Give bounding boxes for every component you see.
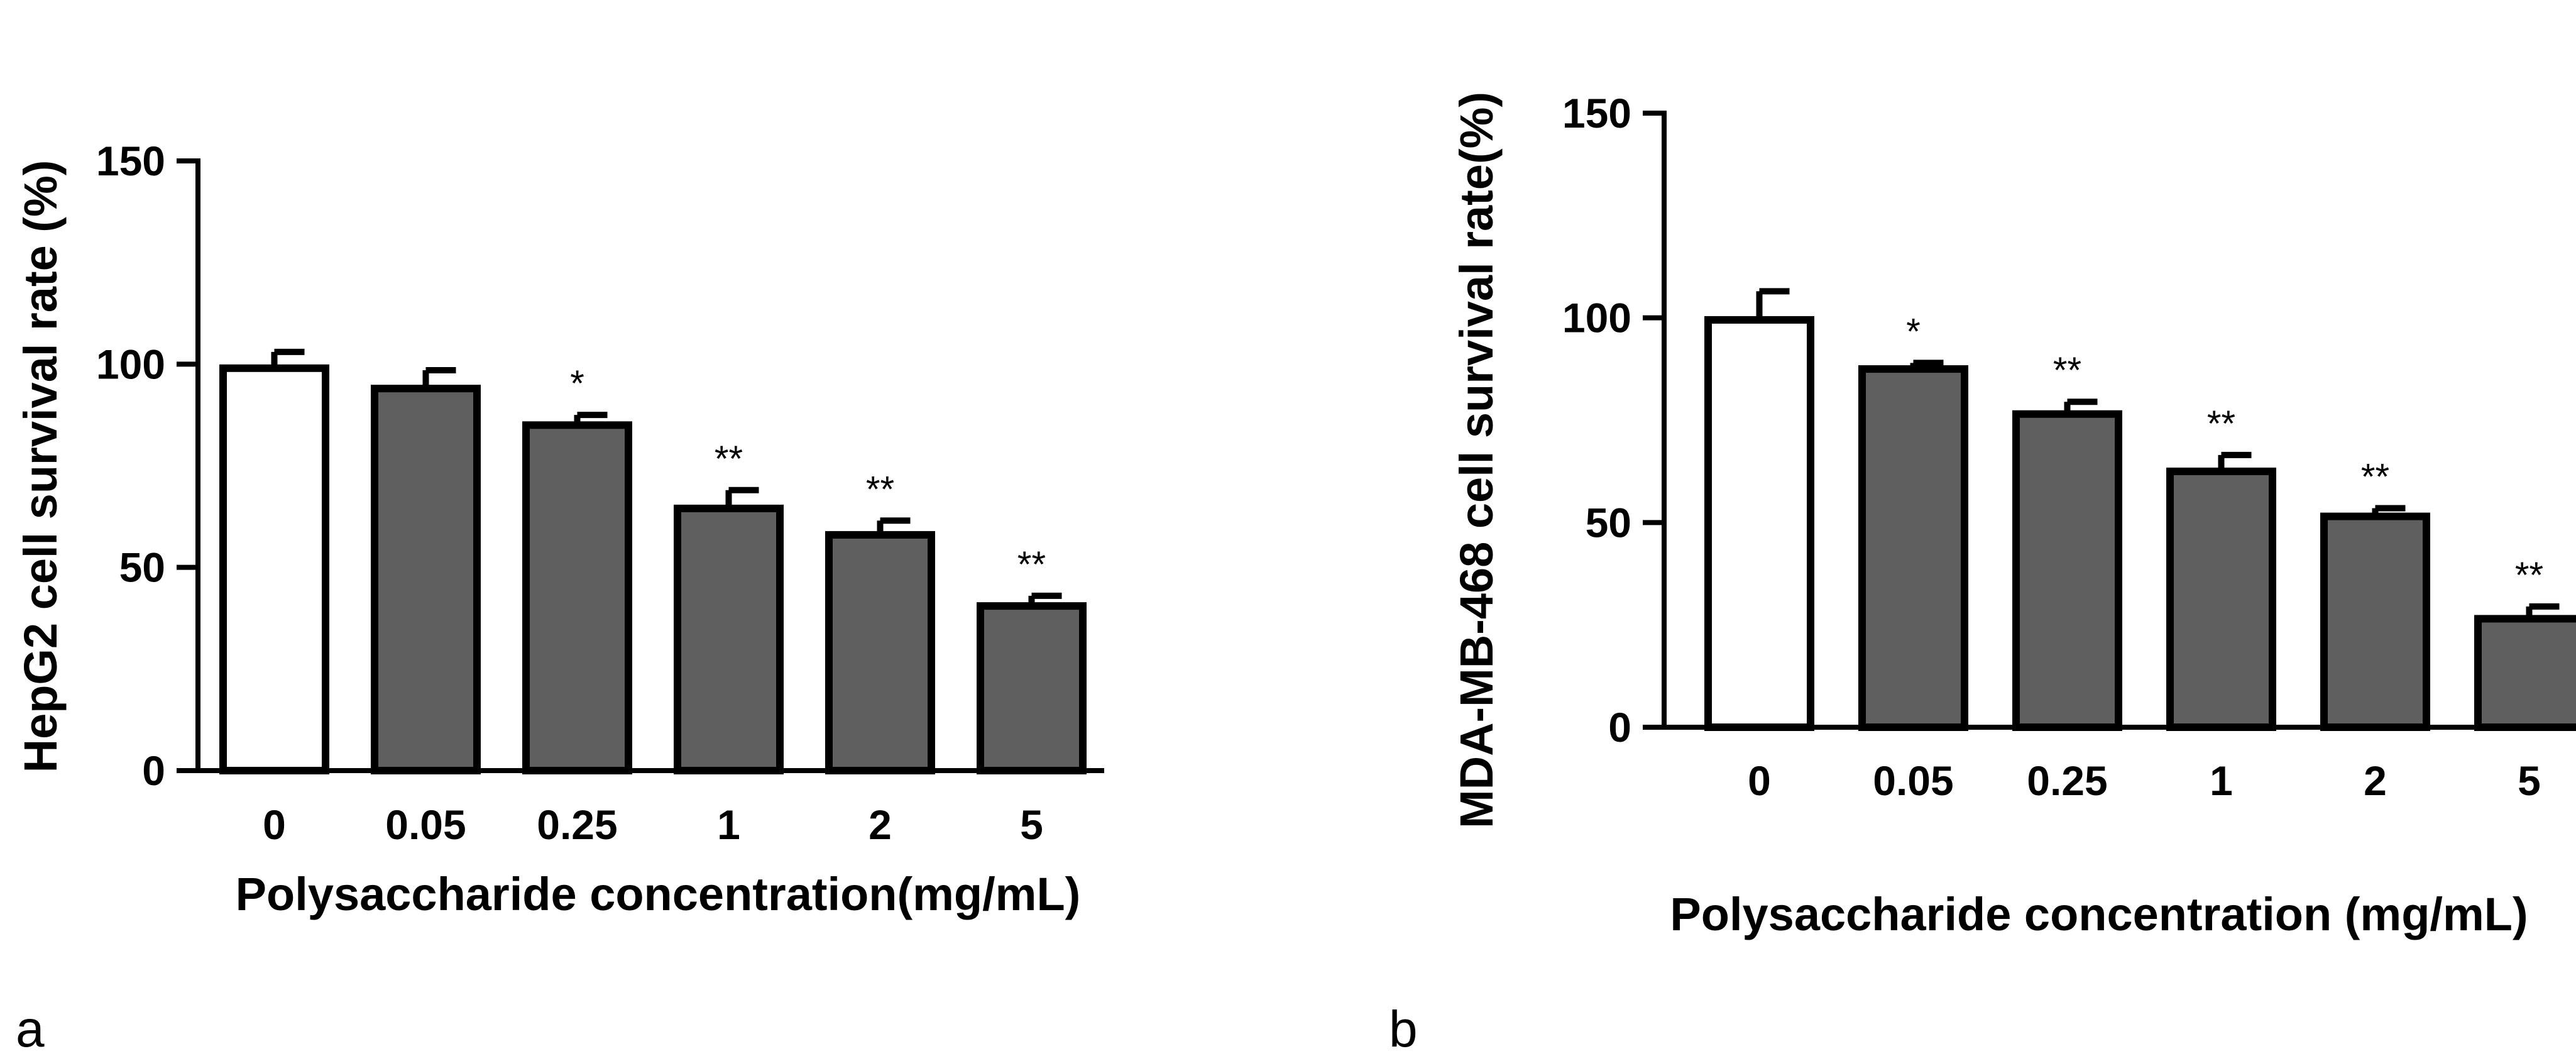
error-bar-2: [2372, 505, 2406, 517]
panel-label-b: b: [1389, 1001, 1418, 1058]
x-tick-label-5: 5: [1020, 801, 1043, 848]
error-bar-1: [2218, 451, 2252, 471]
bar-2: [825, 530, 935, 775]
bar-1: [2166, 467, 2276, 732]
panel-label-a: a: [16, 1001, 45, 1058]
x-tick-label-2: 2: [2364, 757, 2387, 804]
x-tick-label-1: 1: [2210, 757, 2233, 804]
significance-mark-0.25: **: [2053, 350, 2081, 391]
bar-0.25: [522, 421, 632, 774]
x-tick-label-0: 0: [1748, 757, 1771, 804]
x-tick-label-2: 2: [869, 801, 892, 848]
error-bar-5: [2526, 603, 2560, 619]
y-tick-label: 0: [142, 747, 165, 794]
bar-0.05: [1858, 365, 1968, 731]
y-tick-label: 100: [96, 341, 165, 387]
y-axis-title-a: HepG2 cell survival rate (%): [14, 160, 67, 773]
significance-mark-1: **: [715, 439, 743, 480]
significance-mark-0.25: *: [570, 363, 584, 404]
error-bar-0: [1756, 288, 1790, 320]
chart-panel-b: b MDA-MB-468 cell survival rate(%) Polys…: [1389, 90, 2576, 1058]
y-tick-label: 100: [1562, 295, 1631, 341]
error-bar-0: [271, 348, 305, 368]
x-tick-label-0.05: 0.05: [385, 801, 466, 848]
bar-2: [2320, 512, 2430, 732]
x-axis-title-a: Polysaccharide concentration(mg/mL): [236, 868, 1081, 920]
x-tick-label-0.25: 0.25: [537, 801, 617, 848]
y-tick-label: 150: [96, 138, 165, 184]
x-tick-label-0.05: 0.05: [1873, 757, 1953, 804]
y-tick-label: 0: [1608, 704, 1631, 750]
error-bar-0.25: [2064, 399, 2098, 414]
significance-mark-5: **: [1017, 544, 1046, 585]
y-tick-label: 50: [1586, 499, 1631, 546]
y-tick-label: 150: [1562, 90, 1631, 136]
significance-mark-2: **: [866, 469, 894, 510]
bar-0: [1704, 316, 1814, 731]
bar-0: [219, 364, 329, 774]
bar-5: [2474, 615, 2576, 731]
bar-1: [674, 504, 784, 775]
bar-5: [977, 602, 1087, 774]
error-bar-2: [877, 517, 911, 535]
x-tick-label-5: 5: [2518, 757, 2541, 804]
x-axis-title-b: Polysaccharide concentration (mg/mL): [1670, 888, 2528, 940]
bar-0.05: [371, 385, 481, 774]
error-bar-0.05: [1910, 360, 1944, 370]
chart-panel-a: a HepG2 cell survival rate (%) Polysacch…: [14, 138, 1104, 1058]
significance-mark-0.05: *: [1906, 311, 1921, 352]
x-tick-label-0.25: 0.25: [2027, 757, 2107, 804]
x-tick-label-0: 0: [263, 801, 286, 848]
error-bar-0.25: [574, 412, 608, 426]
y-axis-title-b: MDA-MB-468 cell survival rate(%): [1450, 92, 1503, 828]
y-tick-label: 50: [119, 544, 165, 591]
significance-mark-5: **: [2515, 555, 2543, 596]
error-bar-5: [1028, 592, 1062, 607]
x-tick-label-1: 1: [717, 801, 740, 848]
error-bar-1: [725, 487, 759, 509]
significance-mark-2: **: [2361, 457, 2389, 498]
bar-0.25: [2012, 410, 2122, 731]
significance-mark-1: **: [2207, 404, 2235, 444]
error-bar-0.05: [422, 367, 456, 389]
